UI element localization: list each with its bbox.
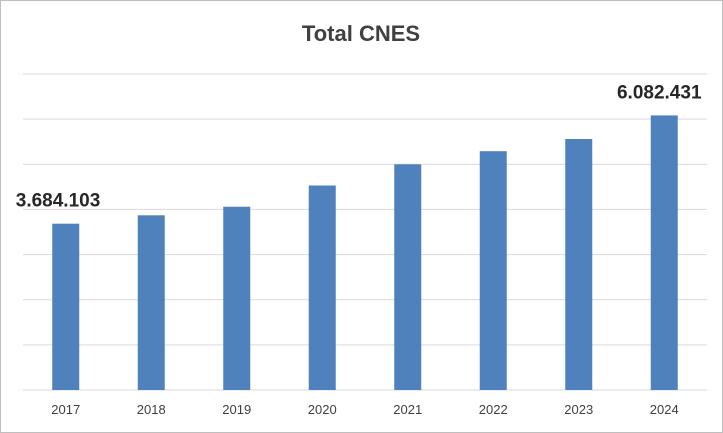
bar-2022 — [479, 151, 507, 390]
bar-2024 — [650, 115, 678, 390]
x-tick-label-2023: 2023 — [564, 402, 593, 417]
bar-2017 — [52, 223, 80, 390]
bar-2018 — [137, 215, 165, 390]
bar-2020 — [308, 185, 336, 390]
data-labels: 3.684.103 6.082.431 — [16, 82, 702, 211]
x-tick-label-2024: 2024 — [650, 402, 679, 417]
bar-2019 — [223, 206, 251, 390]
x-tick-label-2017: 2017 — [51, 402, 80, 417]
data-label-2017: 3.684.103 — [16, 191, 101, 212]
x-tick-label-2019: 2019 — [222, 402, 251, 417]
bar-2023 — [565, 139, 593, 390]
bar-2021 — [394, 164, 422, 390]
x-tick-label-2018: 2018 — [137, 402, 166, 417]
x-tick-labels: 2017 2018 2019 2020 2021 2022 2023 2024 — [51, 402, 678, 417]
bars — [52, 115, 678, 390]
x-tick-label-2022: 2022 — [479, 402, 508, 417]
gridlines — [23, 73, 707, 391]
chart-title: Total CNES — [302, 21, 420, 46]
x-tick-label-2021: 2021 — [393, 402, 422, 417]
x-tick-label-2020: 2020 — [308, 402, 337, 417]
data-label-2024: 6.082.431 — [617, 82, 702, 103]
